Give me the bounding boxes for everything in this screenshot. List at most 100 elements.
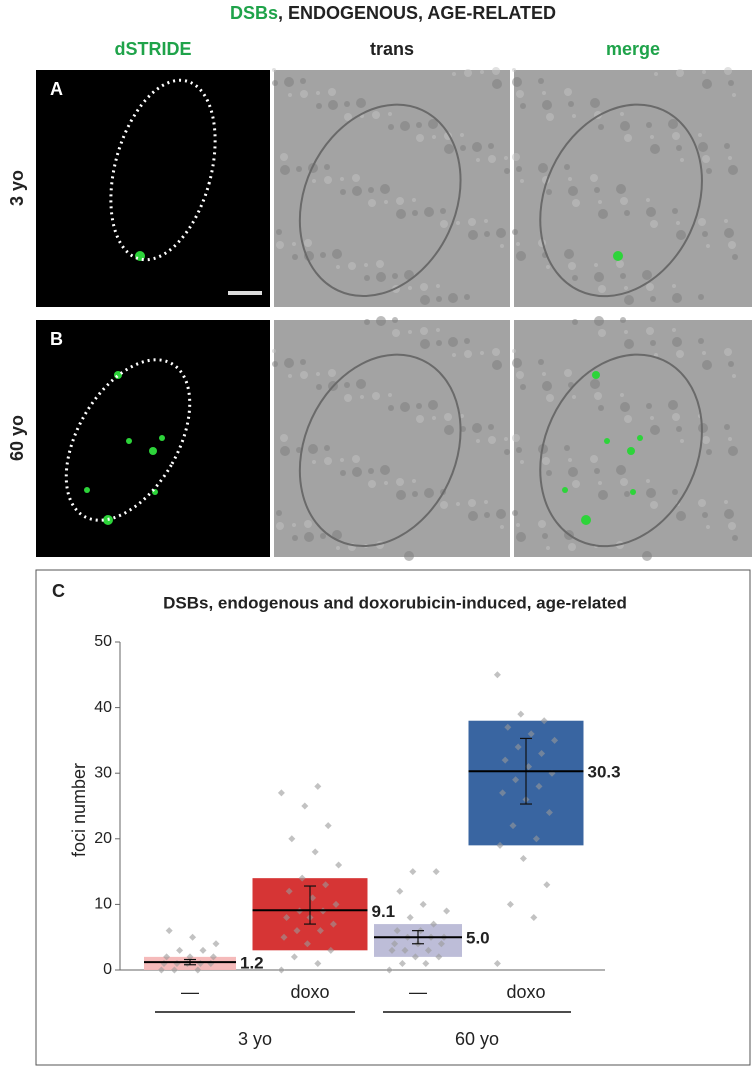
texture [732, 535, 738, 541]
texture [484, 500, 488, 504]
texture [620, 273, 626, 279]
texture [412, 491, 418, 497]
data-point [401, 946, 409, 954]
texture [672, 489, 678, 495]
texture [516, 166, 522, 172]
focus [630, 489, 636, 495]
texture [680, 439, 684, 443]
texture [702, 231, 708, 237]
texture [642, 551, 652, 561]
texture [620, 478, 628, 486]
texture [598, 285, 606, 293]
data-point [311, 848, 319, 856]
title-highlight: DSBs [230, 3, 278, 23]
texture [432, 135, 436, 139]
texture [272, 68, 276, 72]
texture [732, 374, 736, 378]
texture [512, 349, 516, 353]
texture [336, 265, 340, 269]
texture [408, 330, 412, 334]
texture [646, 283, 654, 291]
texture [392, 317, 398, 323]
texture [620, 317, 626, 323]
texture [572, 275, 578, 281]
texture [496, 228, 506, 238]
mean-label: 1.2 [240, 954, 264, 973]
texture [572, 395, 576, 399]
chart-title: DSBs, endogenous and doxorubicin-induced… [163, 593, 627, 612]
texture [460, 133, 464, 137]
texture [472, 142, 482, 152]
texture [316, 372, 320, 376]
texture [328, 88, 336, 96]
data-point [163, 953, 171, 961]
texture [408, 286, 412, 290]
data-point [437, 940, 445, 948]
y-tick-label: 30 [94, 764, 112, 781]
row-label: 3 yo [7, 170, 27, 206]
texture [594, 263, 598, 267]
data-point [298, 874, 306, 882]
texture [396, 478, 404, 486]
data-point [551, 736, 559, 744]
texture [676, 426, 682, 432]
texture [590, 174, 598, 182]
texture [480, 351, 484, 355]
texture [404, 551, 414, 561]
data-point [385, 966, 393, 974]
texture [512, 358, 522, 368]
texture [516, 523, 520, 527]
data-point [283, 914, 291, 922]
mean-label: 30.3 [588, 763, 621, 782]
data-point [314, 959, 322, 967]
data-point [324, 822, 332, 830]
texture [488, 436, 496, 444]
group-label: 60 yo [455, 1029, 499, 1049]
texture [272, 349, 276, 353]
texture [698, 294, 704, 300]
texture [444, 413, 452, 421]
texture [396, 197, 404, 205]
texture [384, 481, 388, 485]
nucleus-outline [109, 78, 217, 262]
data-point [519, 854, 527, 862]
texture [312, 179, 316, 183]
texture [706, 525, 710, 529]
texture [324, 176, 332, 184]
texture [724, 424, 730, 430]
texture [646, 488, 656, 498]
focus [627, 447, 635, 455]
texture [412, 210, 418, 216]
texture [568, 543, 576, 551]
texture [568, 186, 578, 196]
data-point [157, 966, 165, 974]
texture [332, 249, 342, 259]
texture [676, 350, 684, 358]
texture [546, 189, 552, 195]
data-point [535, 782, 543, 790]
cell-outline [539, 103, 703, 298]
texture [624, 210, 630, 216]
texture [672, 284, 676, 288]
texture [448, 293, 458, 303]
texture [512, 229, 518, 235]
texture [564, 445, 570, 451]
texture [416, 134, 424, 142]
texture [476, 158, 480, 162]
texture [702, 512, 708, 518]
texture [436, 296, 442, 302]
texture [702, 79, 712, 89]
y-tick-label: 20 [94, 830, 112, 847]
texture [672, 293, 682, 303]
texture [668, 119, 678, 129]
mean-label: 5.0 [466, 929, 490, 948]
texture [520, 460, 524, 464]
texture [724, 228, 734, 238]
texture [706, 244, 710, 248]
texture [642, 270, 652, 280]
texture [308, 444, 318, 454]
texture [300, 78, 306, 84]
x-tick-label: doxo [290, 982, 329, 1002]
texture [620, 121, 630, 131]
